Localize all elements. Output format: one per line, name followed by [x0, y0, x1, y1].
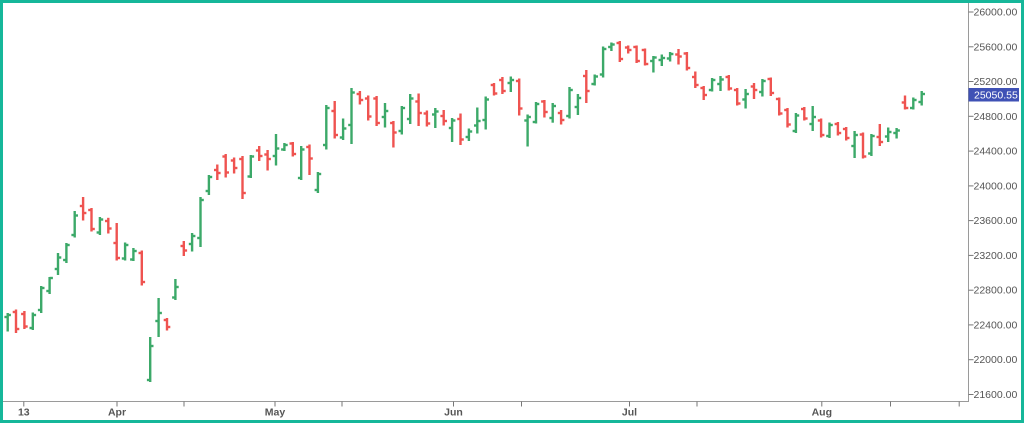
svg-text:Jun: Jun	[444, 407, 463, 419]
svg-text:13: 13	[18, 407, 30, 419]
svg-text:21600.00: 21600.00	[974, 389, 1018, 401]
svg-text:Aug: Aug	[812, 407, 832, 419]
svg-text:22800.00: 22800.00	[974, 285, 1018, 297]
svg-text:22000.00: 22000.00	[974, 354, 1018, 366]
svg-text:25200.00: 25200.00	[974, 76, 1018, 88]
svg-text:24400.00: 24400.00	[974, 146, 1018, 158]
svg-text:25050.55: 25050.55	[974, 90, 1018, 102]
svg-text:22400.00: 22400.00	[974, 319, 1018, 331]
svg-text:24000.00: 24000.00	[974, 180, 1018, 192]
svg-text:Apr: Apr	[108, 407, 126, 419]
svg-text:23200.00: 23200.00	[974, 250, 1018, 262]
svg-text:Jul: Jul	[622, 407, 637, 419]
svg-text:25600.00: 25600.00	[974, 41, 1018, 53]
svg-text:23600.00: 23600.00	[974, 215, 1018, 227]
svg-text:May: May	[265, 407, 286, 419]
svg-text:24800.00: 24800.00	[974, 111, 1018, 123]
svg-text:26000.00: 26000.00	[974, 7, 1018, 19]
